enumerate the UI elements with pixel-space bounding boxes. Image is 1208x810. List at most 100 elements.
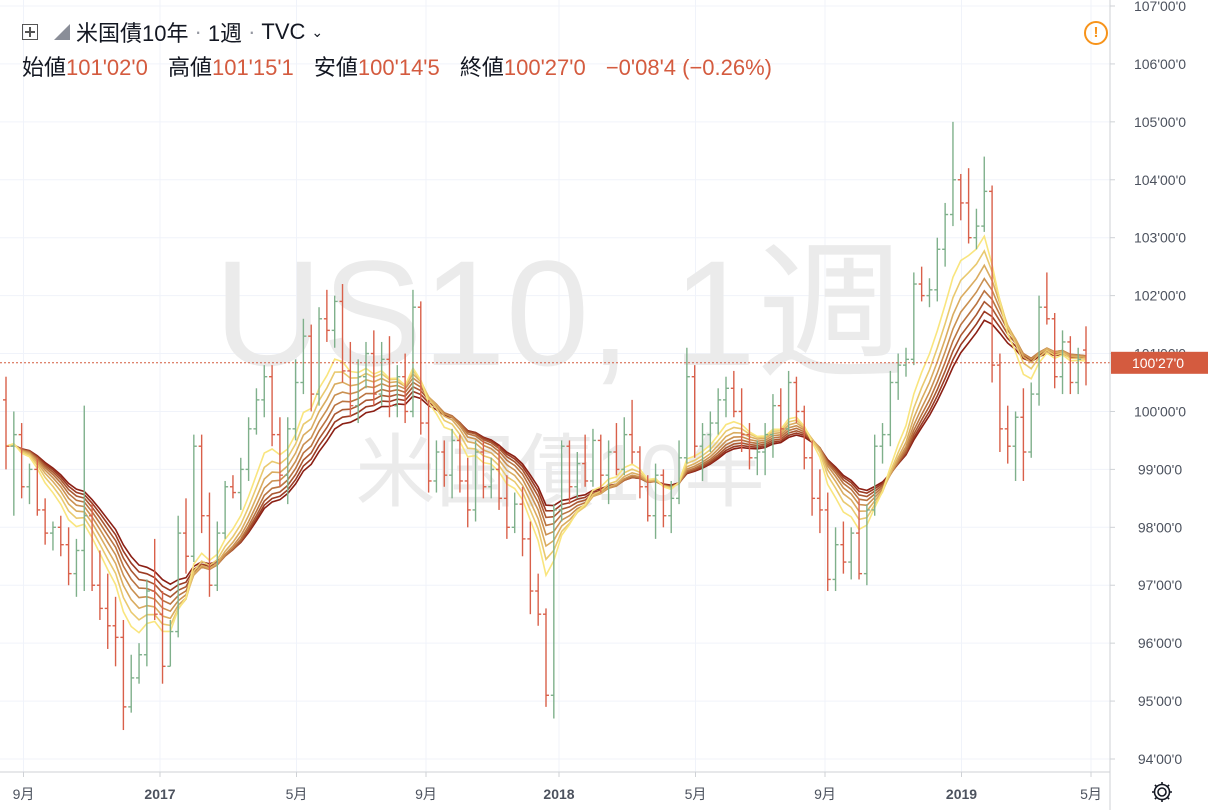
ohlc-bar — [394, 365, 401, 418]
open-label: 始値 — [22, 55, 67, 80]
high-label: 高値 — [167, 55, 212, 80]
ema-line-16 — [5, 289, 1087, 605]
ohlc-bar — [198, 434, 205, 534]
ohlc-bar — [707, 411, 714, 453]
ohlc-legend: 始値101'02'0 高値101'15'1 安値100'14'5 終値100'2… — [22, 50, 786, 82]
ohlc-bar — [159, 591, 166, 684]
ohlc-bar — [981, 156, 988, 232]
ohlc-bar — [644, 475, 651, 522]
ohlc-bar — [856, 498, 863, 580]
y-tick-label: 95'00'0 — [1138, 693, 1182, 709]
y-tick-label: 107'00'0 — [1134, 0, 1186, 14]
y-tick-label: 102'00'0 — [1134, 288, 1186, 304]
ohlc-bar — [112, 596, 119, 667]
y-tick-label: 96'00'0 — [1138, 635, 1182, 651]
low-value: 100'14'5 — [357, 55, 440, 80]
ohlc-bar — [816, 469, 823, 534]
ohlc-bar — [1067, 336, 1074, 395]
ohlc-bar — [128, 654, 135, 713]
x-tick-label: 5月 — [286, 786, 308, 802]
ohlc-bar — [1051, 312, 1058, 389]
ohlc-bar — [840, 521, 847, 574]
ohlc-bar — [472, 440, 479, 522]
ohlc-bar — [456, 434, 463, 493]
warning-icon[interactable]: ! — [1084, 21, 1108, 45]
ohlc-bar — [323, 289, 330, 342]
ohlc-bar — [723, 376, 729, 418]
ohlc-bar — [167, 619, 174, 668]
ohlc-bar — [863, 504, 870, 586]
ohlc-bar — [926, 278, 933, 308]
ohlc-bar — [683, 347, 690, 464]
time-axis[interactable]: 9月 2017 5月 9月 2018 5月 9月 2019 5月 — [13, 772, 1102, 802]
ohlc-bar — [284, 417, 291, 505]
y-tick-label: 100'00'0 — [1134, 403, 1186, 419]
ohlc-bar — [535, 573, 542, 626]
ohlc-bar — [464, 457, 471, 528]
price-axis[interactable]: 94'00'0 95'00'0 96'00'0 97'00'0 98'00'0 99'00… — [1110, 0, 1186, 767]
ohlc-bar — [355, 359, 362, 424]
ohlc-bar — [801, 405, 808, 470]
source-label[interactable]: TVC — [261, 19, 306, 44]
ohlc-bar — [785, 370, 792, 435]
ohlc-bar — [183, 498, 189, 574]
ohlc-bar — [605, 440, 612, 505]
ohlc-bar — [292, 359, 299, 441]
ohlc-bar — [417, 301, 424, 435]
ohlc-bar — [832, 527, 839, 592]
ohlc-bars — [3, 121, 1089, 731]
x-tick-label: 2018 — [543, 786, 574, 802]
header-separator: · — [194, 19, 202, 44]
ohlc-bar — [308, 324, 315, 412]
ohlc-bar — [597, 434, 604, 493]
expand-icon[interactable] — [22, 24, 38, 40]
ohlc-bar — [613, 423, 620, 476]
ohlc-bar — [1075, 347, 1082, 395]
ohlc-bar — [895, 353, 902, 400]
ohlc-bar — [10, 411, 17, 516]
ohlc-bar — [26, 463, 33, 505]
header-separator: · — [248, 19, 256, 44]
y-tick-label: 106'00'0 — [1134, 56, 1186, 72]
ohlc-bar — [1059, 330, 1066, 395]
ohlc-bar — [629, 399, 636, 464]
ohlc-bar — [488, 457, 495, 499]
last-price-tag: 100'27'0 — [1111, 351, 1208, 374]
y-tick-label: 103'00'0 — [1134, 230, 1186, 246]
ohlc-bar — [809, 440, 816, 516]
ohlc-bar — [519, 486, 526, 557]
ohlc-bar — [89, 504, 96, 592]
ohlc-bar — [574, 452, 581, 499]
ohlc-bar — [34, 457, 41, 516]
gear-icon[interactable] — [1148, 778, 1176, 806]
x-tick-label: 9月 — [814, 786, 836, 802]
ohlc-bar — [245, 417, 252, 481]
ohlc-bar — [370, 330, 377, 406]
symbol-name[interactable]: 米国債10年 — [76, 21, 189, 46]
x-tick-label: 5月 — [685, 786, 707, 802]
ohlc-bar — [386, 336, 393, 418]
ohlc-bar — [973, 208, 980, 250]
ohlc-bar — [1036, 295, 1043, 406]
ohlc-bar — [754, 440, 761, 476]
x-tick-label: 2019 — [946, 786, 977, 802]
ohlc-bar — [222, 480, 229, 539]
ohlc-bar — [942, 202, 949, 267]
ohlc-bar — [339, 284, 346, 383]
ohlc-bar — [730, 370, 737, 418]
ohlc-bar — [1043, 272, 1050, 325]
ohlc-bar — [136, 643, 143, 684]
ohlc-bar — [558, 440, 565, 522]
grid-lines — [0, 0, 1110, 772]
ohlc-bar — [237, 457, 244, 510]
ohlc-bar — [206, 492, 213, 597]
ohlc-bar — [777, 388, 784, 441]
chevron-down-icon[interactable]: ⌄ — [311, 23, 324, 40]
ohlc-bar — [738, 388, 745, 453]
last-price-label: 100'27'0 — [1132, 355, 1184, 371]
interval-label[interactable]: 1週 — [207, 21, 243, 46]
ohlc-bar — [668, 480, 675, 534]
ohlc-bar — [652, 463, 659, 539]
ohlc-bar — [1004, 405, 1011, 464]
